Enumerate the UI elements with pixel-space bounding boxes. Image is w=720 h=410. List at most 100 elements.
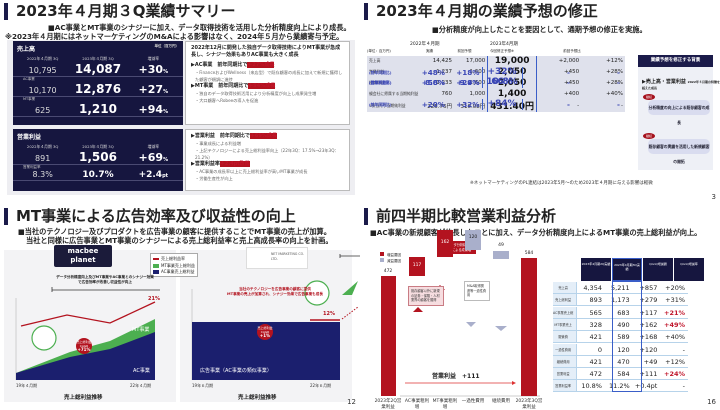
slide-forecast-revision[interactable]: 2023年４月期の業績予想の修正 ■分析精度が向上したことを要因として、通期予想… — [360, 0, 720, 205]
th-3q: 2023年4月期3Q実績 — [612, 258, 642, 281]
th-qoq-amount: QonQ増減額 — [643, 258, 673, 281]
table-row: 売上高 4,354 5,211 +857 +20% — [553, 282, 688, 294]
slide-note: ※2023年４月期にはネットマーケティングのM&Aによる影響はなく、2024年５… — [5, 32, 344, 41]
table-row: AC事業売上総利益565683+117+21% — [553, 306, 688, 327]
revenue-panel: 売上高 単位（百万円） 2022年４月期 3Q 2023年４月期 3Q 増減率 10,… — [13, 41, 183, 125]
table-row: (前年同期比) +58% +29% 66% - - — [369, 77, 620, 89]
bar-ac-gross — [409, 257, 425, 276]
slide-subtitle: ■AC事業の新規顧客が伸長したことに加え、データ分析精度向上によるMT事業の売上… — [370, 228, 702, 237]
unit-label: 単位（百万円） — [154, 44, 180, 48]
col-prev: 2022年４月期 3Q — [26, 56, 59, 61]
growth-explanation-box: 2022年12月に開発した独自データ取得技術によりMT事業が急成長し、シナジー効… — [185, 41, 350, 125]
left-rate-end: 21% — [148, 296, 160, 302]
ac-series-label: AC事業 — [133, 368, 150, 374]
th-qoq-rate: QonQ増減率 — [674, 258, 704, 281]
period-prev: 2022年４月期 — [410, 42, 440, 47]
table-row: 継続費用 421 470 +49 +12% — [553, 355, 688, 368]
x-label: AC事業粗利増 — [404, 399, 430, 410]
right-cagr-badge: 売上総利益 CAGR +1% — [257, 324, 273, 340]
x-label: 一過性費用 — [461, 399, 485, 404]
op-margin-row: 8.3% 10.7% +2.4pt — [13, 170, 183, 181]
mt-series-label: MT事業 — [132, 327, 150, 333]
table-row: MT事業売上総利益328490+162+49% — [553, 318, 688, 339]
footnote: ※ネットマーケティングのPL連結は2023年5月〜のため2023年４月期に与える… — [470, 181, 653, 186]
page-number: 16 — [707, 398, 716, 406]
slide-title: 2023年４月期の業績予想の修正 — [364, 3, 598, 20]
total-op-profit-change: 営業利益 +111 — [432, 373, 480, 380]
op-profit-row: 891 1,506 +69% — [13, 150, 183, 165]
table-row: 販管費 421 589 +168 +40% — [553, 331, 688, 344]
left-cagr-badge: 売上総利益 CAGR +71% — [76, 338, 92, 354]
slide-subtitle: ■分析精度が向上したことを要因として、通期予想の修正を実施。 — [432, 25, 647, 34]
callout-new-clients: 既存顧客以外に新規の証券・保険・人材業界の顧客を獲得 — [408, 286, 444, 306]
bar-2q-profit — [381, 276, 396, 396]
x-label: 2023年2Q営業利益 — [374, 399, 402, 410]
ad-series-label: 広告事業（AC事業の類似事業） — [200, 368, 272, 374]
left-note: データ分析精度向上及びMT事業やAC事業とのシナジー効果で広告効率が改善し収益性… — [56, 275, 154, 284]
slide-subtitle-2: 当社と同様に広告事業とMT事業のシナジーによる売上総利益率と売上高成長率の向上を… — [26, 236, 333, 245]
bar-recurring-cost — [493, 251, 509, 259]
th-2q: 2023年4月期2Q実績 — [581, 258, 611, 281]
profit-explanation-box: ▶営業利益 前年同期比で＋69%成長 ・事業成長による利益増 ・上記テクノロジー… — [185, 129, 350, 191]
slide-mt-efficiency[interactable]: MT事業による広告効率及び収益性の向上 ■当社のテクノロジー及びプロダクトを広告… — [0, 205, 360, 410]
period-curr: 2023年4月期 — [490, 42, 518, 47]
x-label: 2023年3Q営業利益 — [515, 399, 543, 410]
revenue-total-row: 10,795 14,087 +30% — [13, 62, 183, 77]
table-row: 営業利益率 10.8% 11.2% +0.4pt - — [553, 380, 688, 393]
table-row: (前年同期比) +48% +18% +32% - - — [369, 66, 620, 78]
mt-label: MT事業 — [23, 97, 36, 101]
reason-2: 既存顧客の実績を活用した新規顧客の開拓 — [648, 139, 710, 164]
macbee-planet-logo: macbee planet — [54, 245, 112, 267]
slide-qoq-profit-analysis[interactable]: 前四半期比較営業利益分析 ■AC事業の新規顧客が伸長したことに加え、データ分析精… — [360, 205, 720, 410]
right-rate: 12% — [323, 311, 335, 317]
slide-3q-summary[interactable]: 2023年４月期３Q業績サマリー ■AC事業とMT事業のシナジーに加え、データ取… — [0, 0, 360, 205]
op-profit-panel: 営業利益 2022年４月期 3Q 2023年４月期 3Q 増減率 891 1,506 +… — [13, 129, 183, 191]
right-x-end: 22年６月期 — [310, 383, 332, 388]
left-x-end: 22年４月期 — [130, 383, 152, 388]
op-profit-label: 営業利益 — [17, 134, 42, 141]
revenue-mt-row: 625 1,210 +94% — [13, 102, 183, 117]
callout-ma-cost: M&A取得関連等一過性費用 — [464, 281, 490, 301]
slide-title: 2023年４月期３Q業績サマリー — [4, 3, 236, 20]
bar-one-time-cost — [465, 230, 481, 250]
table-header: (単位：百万円) 実績 前回予想 今回修正予想※ 前回予想比 — [367, 49, 581, 53]
table-row: 営業利益 472 584 +111 +24% — [553, 368, 688, 381]
page-number: 12 — [347, 398, 356, 406]
net-marketing-logo: NET MARKETING CO. LTD. — [246, 247, 308, 269]
slide-subtitle: ■AC事業とMT事業のシナジーに加え、データ取得技術を活用した分析精度向上により… — [48, 23, 351, 32]
page-number: 3 — [711, 193, 716, 201]
table-row: 売上総利益 893 1,173 +279 +31% — [553, 294, 688, 307]
forecast-table: 売上高 14,425 17,000 19,000 +2,000 +12% (前年同期比) +4… — [367, 56, 625, 113]
right-note: 当社のテクノロジーを広告事業の顧客に提供 MT事業の売上が加算され、シナジー効果で… — [227, 287, 323, 296]
slide-title: 前四半期比較営業利益分析 — [364, 208, 556, 225]
reason-1: 分析精度の向上による既存顧客の成長 — [648, 100, 710, 125]
slide-title: MT事業による広告効率及び収益性の向上 — [4, 208, 296, 225]
col-rate: 増減率 — [147, 56, 160, 61]
bar-mt-gross — [437, 230, 453, 257]
bar-3q-profit — [521, 258, 537, 396]
table-row: 売上高 14,425 17,000 19,000 +2,000 +12% — [367, 56, 625, 67]
continuing-tag: 継続 — [643, 94, 655, 100]
table-row: 一過性費用 0 120 +120- — [553, 343, 688, 356]
revenue-label: 売上高 — [17, 46, 36, 53]
left-x-start: 19年４月期 — [16, 383, 38, 388]
reason-title: ▶売上高・営業利益 2022年４月期の特徴を超えた成長 — [642, 79, 720, 90]
slide-subtitle: ■当社のテクノロジー及びプロダクトを広告事業の顧客に提供することでMT事業の売上… — [18, 227, 331, 236]
reason-header: 業績予想を修正する背景 — [638, 55, 713, 67]
col-curr: 2023年４月期 3Q — [82, 56, 114, 61]
x-label: MT事業粗利増 — [432, 399, 458, 410]
table-row: (前年同期比) +20% +32% +84% - - — [369, 99, 620, 110]
value-2q: 472 — [383, 269, 393, 274]
x-label: 継続費用 — [492, 399, 510, 404]
right-x-start: 19年６月期 — [192, 383, 214, 388]
waterfall-legend: 増益要因 減益要因 — [380, 252, 401, 264]
left-chart-title: 売上総利益推移 — [64, 395, 103, 401]
gross-profit-charts — [15, 254, 360, 380]
value-3q: 584 — [524, 251, 534, 256]
revenue-ac-row: 10,170 12,876 +27% — [13, 82, 183, 97]
right-chart-title: 売上総利益推移 — [238, 395, 277, 401]
table-row: 親会社に帰属する当期純利益 760 1,000 1,400 +400 +40% — [367, 88, 625, 100]
waterfall-chart — [400, 285, 540, 397]
continuing-tag: 継続 — [643, 133, 655, 139]
ac-label: AC事業 — [23, 77, 35, 81]
